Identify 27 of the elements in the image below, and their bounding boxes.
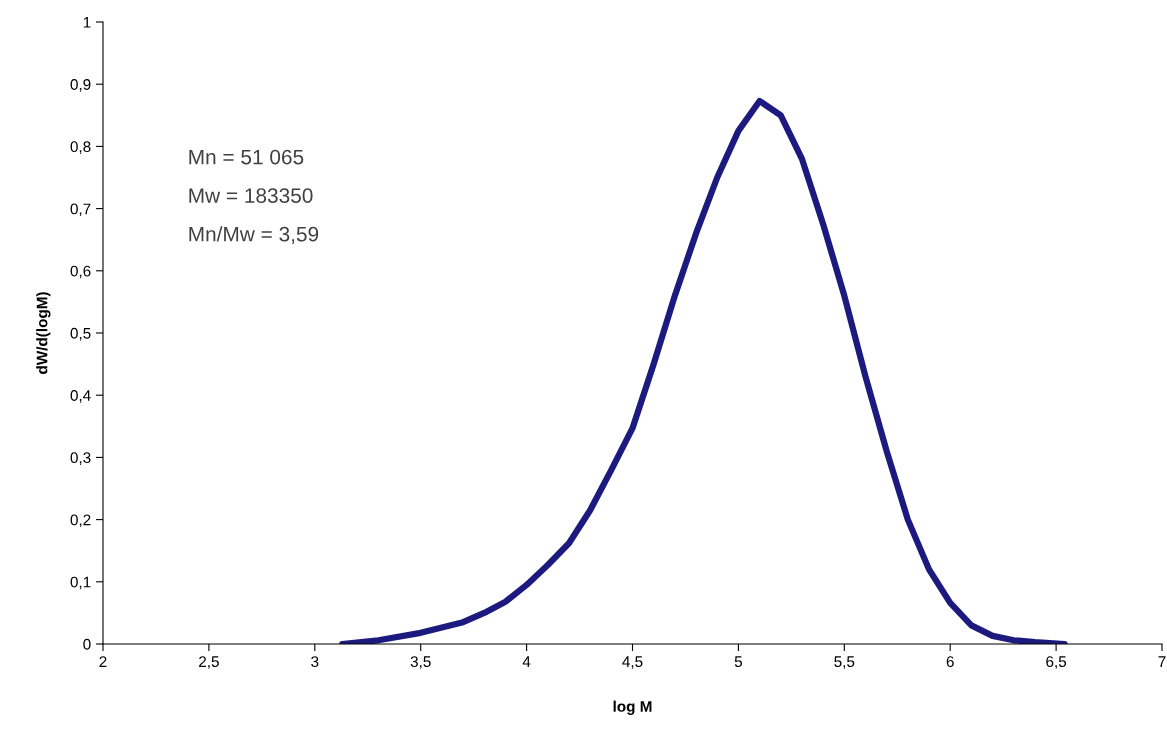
x-tick-label: 3 [311,656,319,668]
x-tick-label: 4 [522,656,531,667]
x-tick-label: 6 [946,656,954,668]
x-axis-title: log M [613,700,652,715]
y-tick-label: 0,6 [70,265,91,279]
y-tick-label: 0,1 [70,576,91,590]
y-tick-label: 0 [83,638,91,650]
x-tick-label: 3,5 [410,656,431,669]
y-tick-label: 0,4 [70,390,91,403]
y-tick-label: 0,8 [70,141,91,154]
annotation: Mw = 183350 [189,188,313,203]
x-tick-label: 2 [99,656,107,667]
y-tick-label: 0,7 [70,203,91,217]
y-tick-label: 0,5 [70,327,91,341]
x-tick-label: 4,5 [622,656,643,669]
y-tick-label: 0,9 [70,79,91,92]
annotation: Mn/Mw = 3,59 [189,226,319,245]
annotation: Mn = 51 065 [189,149,304,165]
y-tick-label: 1 [83,17,91,28]
y-tick-label: 0,2 [70,514,91,528]
x-tick-label: 6,5 [1046,656,1067,669]
x-tick-label: 2,5 [199,656,219,669]
x-tick-label: 5 [734,656,743,668]
y-axis-title: dW/d(logM) [36,292,51,374]
y-tick-label: 0,3 [70,452,91,465]
x-tick-label: 7 [1158,656,1166,667]
x-tick-label: 5,5 [834,656,855,669]
